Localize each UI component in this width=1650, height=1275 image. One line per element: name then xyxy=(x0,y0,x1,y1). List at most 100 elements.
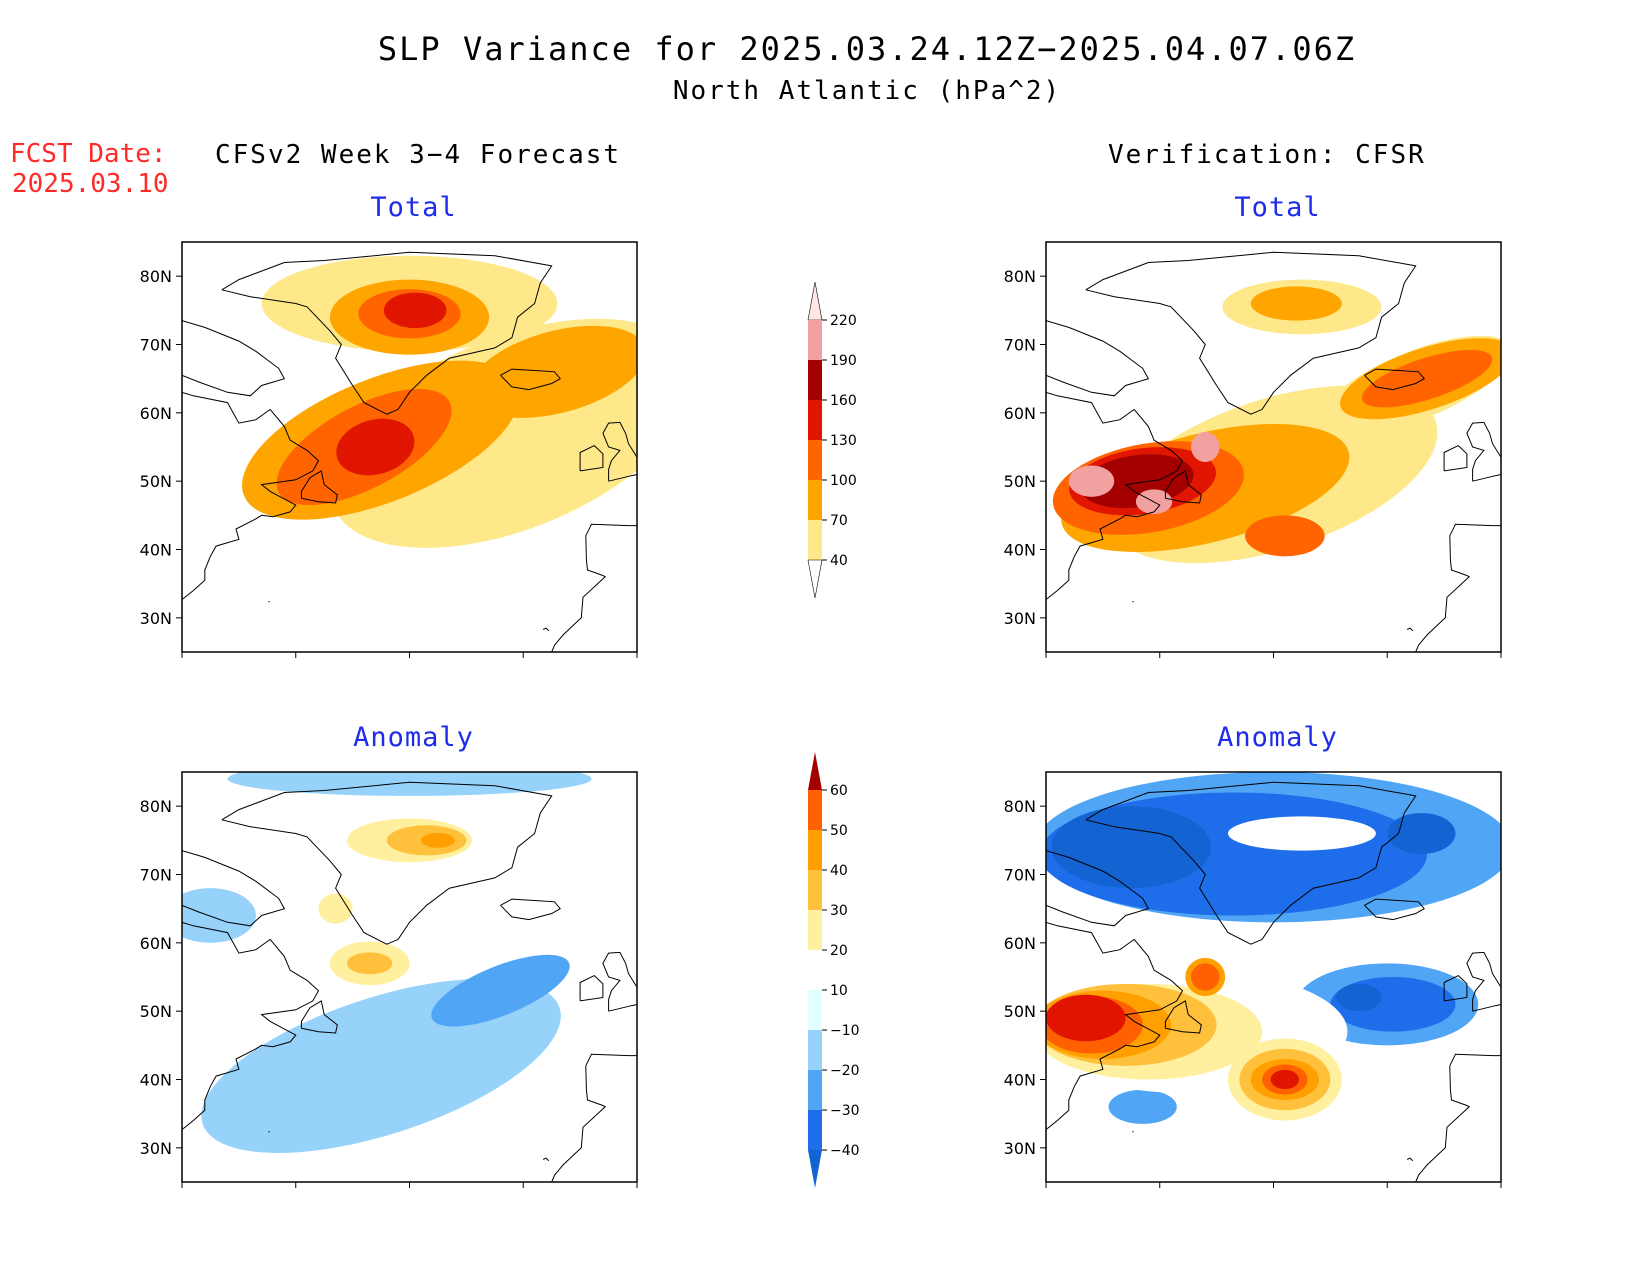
map-verification-anomaly: 80N 70N 60N 50N 40N 30N 80W 60W 40W 20W 0 xyxy=(1004,771,1506,1192)
lat-tick-label: 60N xyxy=(140,404,172,423)
coastline xyxy=(579,444,604,472)
coastline xyxy=(182,921,320,1176)
lon-tick-label: 20W xyxy=(1369,1191,1405,1192)
coastline xyxy=(542,1157,550,1162)
colorbar-min-arrow xyxy=(807,559,823,599)
coastline xyxy=(1046,850,1150,927)
column-title-right: Verification: CFSR xyxy=(1108,140,1426,170)
coastline xyxy=(1046,921,1184,1176)
colorbar-label: 100 xyxy=(830,473,857,489)
lat-tick-label: 70N xyxy=(140,866,172,885)
lon-tick-label: 0 xyxy=(1496,1191,1506,1192)
colorbar-label: 130 xyxy=(830,433,857,449)
coastline xyxy=(551,1053,637,1182)
colorbar-box xyxy=(808,1030,822,1070)
contour-level-70 xyxy=(1250,286,1342,321)
colorbar-box xyxy=(808,1110,822,1150)
contour-level-100 xyxy=(1361,349,1493,408)
coastline xyxy=(300,470,338,504)
coastline xyxy=(1046,391,1184,646)
contour-level--20 xyxy=(1108,1089,1177,1124)
colorbar-label: 60 xyxy=(830,783,848,799)
contour-level-190 xyxy=(1191,431,1220,463)
contour-level-10 xyxy=(467,826,579,882)
colorbar-box xyxy=(808,360,822,400)
contour-level--40 xyxy=(1387,813,1456,854)
coastline xyxy=(542,627,550,632)
lon-tick-label: 40W xyxy=(391,1191,427,1192)
lat-tick-label: 50N xyxy=(1004,472,1036,491)
colorbar-label: 40 xyxy=(830,553,848,569)
colorbar-box xyxy=(808,910,822,950)
coastline xyxy=(1364,368,1425,391)
contour-level--40 xyxy=(1051,806,1211,889)
coastline xyxy=(1132,1130,1134,1133)
colorbar-label: 10 xyxy=(830,983,848,999)
colorbar-min-arrow xyxy=(808,1150,822,1188)
contour-level--10 xyxy=(182,888,256,943)
colorbar-box xyxy=(808,440,822,480)
lat-tick-label: 80N xyxy=(140,797,172,816)
colorbar-box xyxy=(808,830,822,870)
lat-tick-label: 60N xyxy=(140,934,172,953)
coastline xyxy=(268,600,270,603)
lat-tick-label: 60N xyxy=(1004,404,1036,423)
lat-tick-label: 80N xyxy=(1004,797,1036,816)
colorbar-box xyxy=(808,520,822,560)
contour-level--20 xyxy=(431,954,570,1027)
colorbar-label: 30 xyxy=(830,903,848,919)
lat-tick-label: 80N xyxy=(140,267,172,286)
map-forecast-anomaly: 80N 70N 60N 50N 40N 30N 80W 60W 40W 20W 0 xyxy=(140,771,642,1192)
lon-tick-label: 40W xyxy=(391,661,427,662)
panel-title-verification-anomaly: Anomaly xyxy=(1217,722,1338,753)
lon-tick-label: 80W xyxy=(164,1191,200,1192)
colorbar-label: 160 xyxy=(830,393,857,409)
coastline xyxy=(1085,251,1417,415)
lon-tick-label: 60W xyxy=(278,661,314,662)
lat-tick-label: 30N xyxy=(140,609,172,628)
contour-level--40 xyxy=(1336,983,1382,1012)
coastline xyxy=(221,251,553,415)
colorbar-label: −30 xyxy=(830,1103,860,1119)
lon-tick-label: 80W xyxy=(1028,661,1064,662)
coastline xyxy=(1443,974,1468,1002)
contour-level-130 xyxy=(383,292,447,329)
lon-tick-label: 40W xyxy=(1255,661,1291,662)
coastline xyxy=(602,421,637,482)
coastline xyxy=(1443,444,1468,472)
lat-tick-label: 50N xyxy=(140,1002,172,1021)
lon-tick-label: 20W xyxy=(505,1191,541,1192)
lat-tick-label: 40N xyxy=(140,1071,172,1090)
lat-tick-label: 70N xyxy=(1004,866,1036,885)
colorbar-label: −20 xyxy=(830,1063,860,1079)
coastline xyxy=(1406,1157,1414,1162)
lon-tick-label: 0 xyxy=(632,1191,642,1192)
contour-level-70 xyxy=(468,325,637,418)
coastline xyxy=(1132,600,1134,603)
colorbar-box xyxy=(808,480,822,520)
colorbar-label: 70 xyxy=(830,513,848,529)
lon-tick-label: 80W xyxy=(1028,1191,1064,1192)
colorbar-label: 20 xyxy=(830,943,848,959)
lat-tick-label: 30N xyxy=(1004,609,1036,628)
coastline xyxy=(1046,320,1150,397)
lon-tick-label: 20W xyxy=(505,661,541,662)
coastline xyxy=(551,523,637,652)
panel-title-verification-total: Total xyxy=(1234,192,1321,223)
lon-tick-label: 80W xyxy=(164,661,200,662)
colorbar-label: −10 xyxy=(830,1023,860,1039)
map-verification-total: 80N 70N 60N 50N 40N 30N 80W 60W 40W 20W 0 xyxy=(1004,241,1506,662)
lon-tick-label: 0 xyxy=(1496,661,1506,662)
lat-tick-label: 40N xyxy=(1004,1071,1036,1090)
contour-level-50 xyxy=(1191,963,1220,991)
coastline xyxy=(1415,523,1501,652)
lat-tick-label: 70N xyxy=(140,336,172,355)
coastline xyxy=(602,951,637,1012)
fcst-date-value: 2025.03.10 xyxy=(12,169,169,199)
coastline xyxy=(1466,951,1501,1012)
colorbar-box xyxy=(808,790,822,830)
colorbar-label: 50 xyxy=(830,823,848,839)
colorbar-box xyxy=(808,320,822,360)
colorbar-total: 220 190 160 130 100 70 40 xyxy=(807,281,857,599)
lon-tick-label: 20W xyxy=(1369,661,1405,662)
